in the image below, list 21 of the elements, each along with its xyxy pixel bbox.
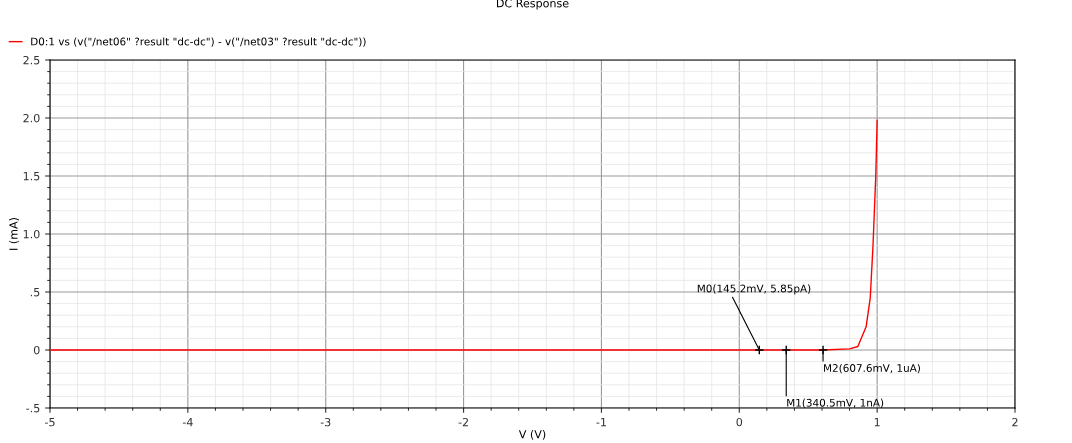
annotation: M0(145.2mV, 5.85pA) bbox=[697, 284, 811, 295]
x-tick-label: 1 bbox=[874, 418, 880, 427]
y-tick-label: 0 bbox=[33, 345, 40, 355]
y-tick-label: -.5 bbox=[26, 404, 40, 413]
annotation: M1(340.5mV, 1nA) bbox=[787, 398, 884, 408]
x-tick-label: -4 bbox=[182, 418, 193, 427]
x-tick-label: -3 bbox=[320, 417, 331, 427]
x-tick-label: -5 bbox=[45, 418, 55, 427]
y-tick-label: .5 bbox=[30, 288, 40, 297]
x-tick-label: 2 bbox=[1012, 417, 1018, 427]
annotation: M2(607.6mV, 1uA) bbox=[824, 363, 920, 374]
legend-label: D0:1 vs (v("/net06" ?result "dc-dc") - v("/net03" ?result "dc-dc")) bbox=[31, 37, 366, 47]
x-axis-title: V (V) bbox=[518, 429, 546, 440]
y-tick-label: 2.5 bbox=[23, 55, 40, 65]
y-tick-label: 1.5 bbox=[23, 172, 40, 181]
x-tick-label: 0 bbox=[736, 417, 743, 427]
x-tick-label: -2 bbox=[458, 417, 468, 427]
y-axis-title: I (mA) bbox=[9, 218, 19, 250]
x-tick-label: -1 bbox=[596, 418, 606, 427]
y-tick-label: 2.0 bbox=[23, 113, 40, 123]
y-tick-label: 1.0 bbox=[23, 229, 40, 239]
